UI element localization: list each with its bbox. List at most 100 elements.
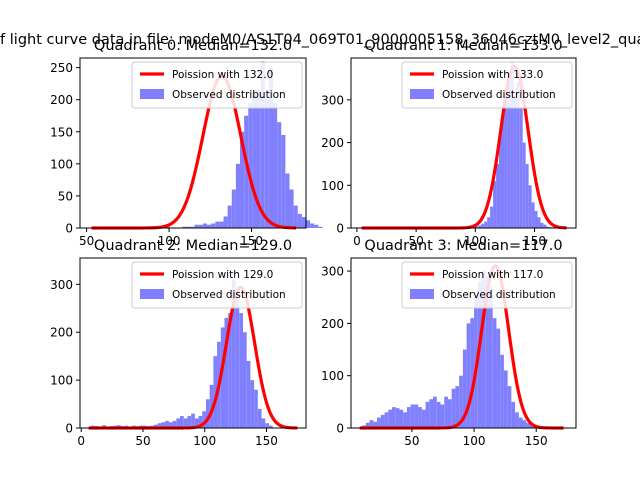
histogram-bar (507, 82, 511, 229)
y-tick-label: 250 (50, 61, 73, 75)
histogram-bar (154, 424, 158, 428)
y-tick-label: 100 (321, 179, 344, 193)
quadrant-0-histogram (153, 61, 323, 229)
histogram-bar (260, 61, 265, 229)
x-tick-label: 150 (255, 434, 278, 448)
legend-histogram-label: Observed distribution (442, 89, 556, 101)
quadrant-3-panel: 50 100 150 0 100 200 300 Quadrant 3: Median=117… (321, 238, 577, 448)
histogram-bar (511, 401, 516, 428)
y-tick-label: 200 (321, 136, 344, 150)
y-tick-label: 0 (65, 422, 73, 436)
y-tick-label: 50 (58, 189, 73, 203)
x-tick-label: 50 (135, 434, 150, 448)
histogram-bar (481, 271, 486, 428)
quadrant-1-legend: Poission with 133.0 Observed distribution (401, 61, 573, 109)
histogram-bar (399, 409, 404, 428)
x-tick-label: 100 (193, 434, 216, 448)
histogram-bar (239, 313, 244, 428)
histogram-bar (219, 221, 224, 228)
histogram-bar (507, 386, 512, 428)
histogram-bar (244, 115, 249, 228)
x-tick-label: 0 (353, 234, 361, 248)
legend-poisson-label: Poission with 117.0 (442, 269, 543, 281)
histogram-bar (522, 420, 527, 428)
histogram-bar (250, 380, 255, 428)
histogram-bar (440, 404, 445, 428)
histogram-bar (501, 108, 505, 228)
quadrant-3-title: Quadrant 3: Median=117.0 (364, 238, 562, 254)
histogram-bar (168, 422, 173, 428)
histogram-bar (540, 222, 544, 228)
histogram-bar (496, 328, 501, 428)
y-tick-label: 300 (321, 93, 344, 107)
histogram-bar (187, 416, 192, 428)
histogram-bar (281, 134, 286, 228)
x-tick-label: 0 (77, 434, 85, 448)
histogram-bar (207, 224, 212, 228)
histogram-bar (481, 223, 485, 228)
histogram-bar (543, 224, 547, 228)
histogram-bar (273, 102, 278, 228)
histogram-bar (369, 420, 374, 428)
histogram-bar (421, 409, 426, 428)
histogram-bar (380, 414, 385, 428)
quadrant-1-panel: 0 50 100 150 0 100 200 300 Quadrant 1: Median=13… (321, 38, 577, 248)
histogram-bar (516, 82, 520, 229)
histogram-bar (444, 396, 448, 428)
histogram-bar (243, 332, 247, 428)
histogram-bar (504, 87, 508, 228)
histogram-bar (388, 409, 393, 428)
histogram-bar (310, 223, 315, 228)
quadrant-3-legend: Poission with 117.0 Observed distribution (401, 261, 573, 309)
y-tick-label: 200 (50, 93, 73, 107)
histogram-bar (466, 323, 471, 428)
histogram-bar (213, 356, 218, 428)
histogram-bar (202, 411, 206, 428)
histogram-bar (228, 313, 232, 428)
quadrant-2-panel: 0 50 100 150 0 100 200 300 Quadrant 2: Median=12… (50, 238, 307, 448)
y-tick-label: 300 (321, 265, 344, 279)
histogram-bar (301, 217, 306, 228)
histogram-bar (433, 396, 437, 428)
histogram-bar (475, 226, 479, 228)
histogram-bar (492, 318, 497, 428)
legend-histogram-swatch (140, 289, 164, 299)
histogram-bar (293, 205, 298, 228)
histogram-bar (318, 226, 323, 228)
histogram-bar (528, 185, 532, 228)
quadrant-0-legend: Poission with 132.0 Observed distribution (131, 61, 303, 109)
histogram-bar (384, 412, 389, 428)
legend-histogram-label: Observed distribution (172, 289, 286, 301)
histogram-bar (165, 226, 170, 228)
legend-poisson-label: Poission with 133.0 (442, 69, 543, 81)
histogram-bar (499, 129, 502, 228)
histogram-bar (365, 422, 370, 428)
x-tick-label: 100 (158, 234, 181, 248)
histogram-bar (462, 349, 467, 428)
legend-histogram-swatch (410, 289, 434, 299)
histogram-bar (403, 412, 407, 428)
histogram-bar (414, 404, 419, 428)
quadrant-0-title: Quadrant 0: Median=132.0 (94, 38, 292, 54)
legend-box (131, 261, 303, 309)
histogram-bar (265, 423, 269, 428)
quadrant-2-legend: Poission with 129.0 Observed distribution (131, 261, 303, 309)
histogram-bar (513, 95, 517, 228)
histogram-bar (231, 189, 236, 228)
y-tick-label: 100 (321, 369, 344, 383)
histogram-bar (180, 416, 184, 428)
histogram-bar (526, 422, 531, 428)
axes-frame (350, 257, 577, 429)
histogram-bar (487, 217, 491, 228)
legend-histogram-swatch (410, 89, 434, 99)
legend-box (401, 261, 573, 309)
histogram-bar (493, 181, 497, 228)
y-tick-label: 200 (321, 317, 344, 331)
histogram-bar (377, 417, 381, 428)
x-tick-label: 50 (408, 234, 423, 248)
quadrant-2-title: Quadrant 2: Median=129.0 (94, 238, 292, 254)
histogram-bar (186, 226, 191, 228)
histogram-bar (436, 401, 441, 428)
histogram-bar (235, 293, 240, 428)
